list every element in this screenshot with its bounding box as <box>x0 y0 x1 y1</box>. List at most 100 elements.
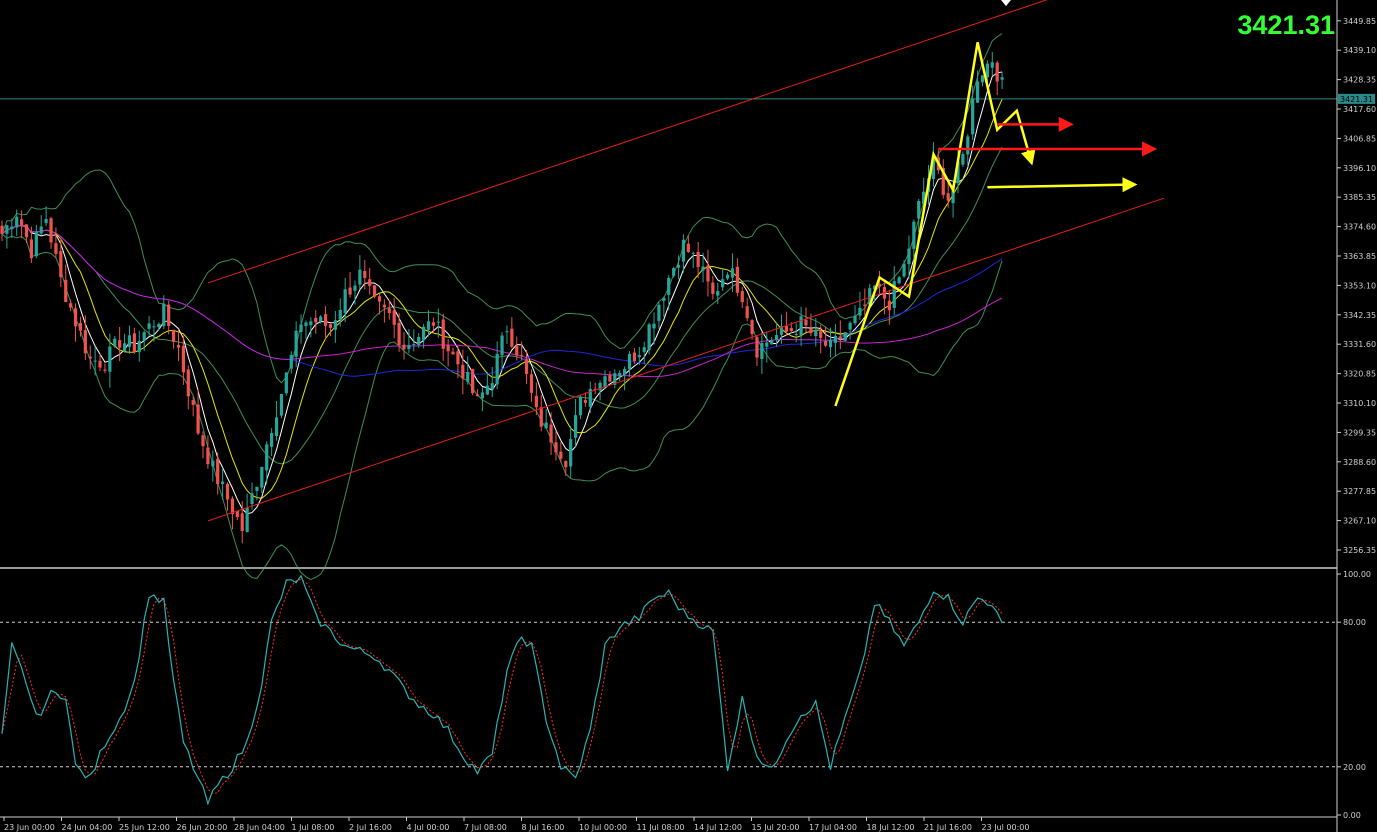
candle <box>784 311 788 336</box>
candle-body <box>260 466 264 488</box>
y-tick-label: 3363.85 <box>1343 252 1376 261</box>
candle <box>279 393 284 419</box>
candle <box>162 295 166 330</box>
candle-body <box>623 368 627 375</box>
candle-body <box>534 395 538 408</box>
candle <box>716 282 720 305</box>
candle-body <box>897 277 901 284</box>
candle <box>265 441 269 485</box>
candle-body <box>157 323 161 328</box>
candle-body <box>858 307 862 316</box>
candle-body <box>524 359 529 374</box>
candle-body <box>618 372 622 377</box>
price-pane[interactable] <box>0 0 1337 580</box>
candle-body <box>843 332 847 341</box>
candle <box>137 330 141 362</box>
stochastic-pane[interactable] <box>0 567 1337 806</box>
candle <box>59 238 63 287</box>
x-tick-label: 25 Jun 12:00 <box>119 823 170 832</box>
candle <box>814 318 818 347</box>
candle <box>255 486 259 501</box>
candle-body <box>510 328 514 347</box>
candle <box>917 199 921 233</box>
candle-body <box>735 266 739 293</box>
candle-body <box>995 62 999 82</box>
candle-body <box>451 351 455 355</box>
candle-body <box>627 353 632 370</box>
candle <box>760 332 764 374</box>
candle-body <box>289 354 293 369</box>
candle <box>662 296 666 317</box>
candle <box>211 450 215 482</box>
candle-body <box>471 368 475 394</box>
candle <box>564 460 568 477</box>
candle <box>529 369 534 402</box>
candle <box>863 288 867 318</box>
candle-body <box>755 337 759 358</box>
candle <box>559 441 563 463</box>
stoch-y-tick-label: 100.00 <box>1343 570 1371 579</box>
candle-body <box>225 483 230 500</box>
candle <box>73 303 78 342</box>
candle <box>54 227 58 259</box>
candle-body <box>701 266 705 271</box>
candle-body <box>299 324 303 332</box>
candle <box>83 315 87 360</box>
candle-body <box>779 326 784 335</box>
candle-body <box>711 282 715 294</box>
candle <box>39 215 43 236</box>
candle <box>319 315 323 324</box>
candle <box>966 134 970 167</box>
candle-body <box>828 339 833 348</box>
x-tick-label: 14 Jul 12:00 <box>694 823 742 832</box>
candle <box>417 333 421 348</box>
candle-body <box>730 268 735 278</box>
candle-body <box>147 323 151 329</box>
candle <box>15 209 19 236</box>
candle-body <box>39 226 43 234</box>
candle-body <box>127 335 132 347</box>
candle <box>490 366 494 398</box>
candle <box>877 270 882 295</box>
candle <box>235 510 239 521</box>
candle-body <box>137 341 141 353</box>
candle <box>377 293 382 315</box>
candle <box>328 323 333 337</box>
current-price-tag <box>1338 93 1375 104</box>
candle-body <box>446 345 450 352</box>
candle-body <box>657 304 661 321</box>
candle-body <box>363 271 367 278</box>
candle <box>652 312 656 345</box>
candle-body <box>789 328 793 331</box>
x-tick-label: 17 Jul 04:00 <box>809 823 857 832</box>
candle-body <box>681 239 686 262</box>
candle-body <box>686 243 690 252</box>
candle <box>765 331 769 363</box>
stoch-y-tick-label: 80.00 <box>1343 618 1366 627</box>
y-tick-label: 3428.35 <box>1343 76 1376 85</box>
candle-body <box>181 345 185 373</box>
candle-body <box>632 352 637 362</box>
candle <box>108 333 112 388</box>
candle <box>946 182 950 208</box>
candle <box>794 323 798 343</box>
candle <box>245 493 249 533</box>
candle <box>485 372 489 395</box>
candle <box>907 235 911 280</box>
candle-body <box>922 191 926 205</box>
candle <box>20 210 24 239</box>
candle-body <box>5 225 9 234</box>
candle-body <box>848 322 852 330</box>
candle-body <box>176 344 181 348</box>
candle <box>730 253 735 292</box>
candle-body <box>152 326 156 328</box>
candle <box>294 321 298 368</box>
candle <box>270 428 274 457</box>
candle-body <box>250 493 254 505</box>
candle-body <box>323 314 328 326</box>
candle-body <box>15 216 19 228</box>
candle <box>583 392 587 407</box>
candle <box>240 501 244 544</box>
candle <box>358 255 362 290</box>
